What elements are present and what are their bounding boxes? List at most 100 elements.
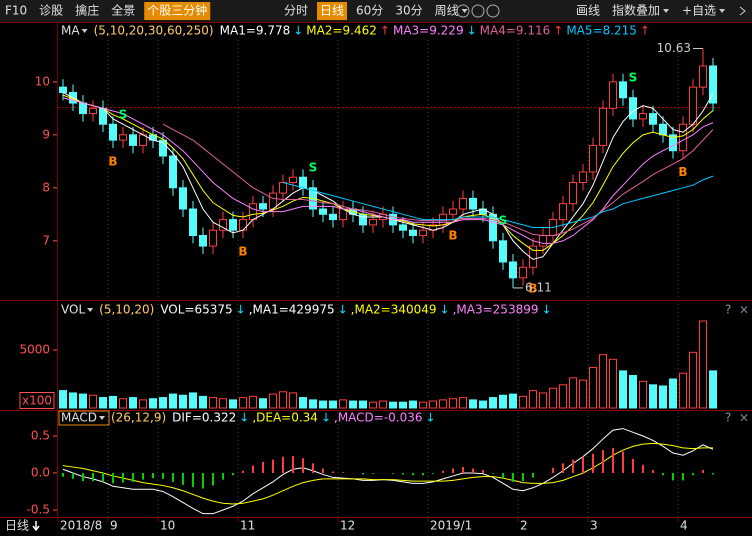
x-tick-label: 3: [590, 519, 598, 533]
toolbar-item[interactable]: 擒庄: [75, 3, 99, 18]
legend-arrow: ↓: [236, 303, 246, 317]
volume-bar: [659, 385, 667, 409]
signal-label: S: [499, 213, 508, 227]
ma-line: [282, 175, 714, 229]
toolbar-item[interactable]: 日线: [320, 4, 344, 18]
volume-bar: [589, 366, 597, 409]
candle-body: [629, 97, 637, 120]
volume-bar: [709, 370, 717, 409]
x-tick-label: 9: [110, 519, 118, 533]
volume-bar: [209, 397, 217, 409]
toolbar-item[interactable]: 分时: [284, 4, 308, 18]
volume-bar: [619, 370, 627, 409]
candle-body: [179, 187, 187, 210]
volume-bar: [239, 397, 247, 409]
volume-bar: [289, 392, 297, 409]
volume-bar: [379, 400, 387, 409]
high-annotation: 10.63: [657, 41, 691, 55]
volume-bar: [519, 395, 527, 409]
volume-bar: [449, 398, 457, 409]
volume-bar: [309, 399, 317, 409]
candle-body: [89, 107, 97, 115]
candle-body: [249, 203, 257, 221]
volume-bar: [219, 398, 227, 409]
signal-label: S: [309, 160, 318, 174]
volume-bar: [409, 400, 417, 409]
help-icon[interactable]: ?: [725, 303, 731, 317]
candle-body: [319, 208, 327, 215]
candle-body: [409, 229, 417, 236]
candle-body: [279, 182, 287, 194]
candle-body: [529, 245, 537, 268]
volume-bar: [119, 398, 127, 409]
nav-buttons[interactable]: [456, 4, 746, 18]
volume-bar: [629, 375, 637, 409]
dropdown-icon: [81, 29, 88, 33]
y-tick-label: -0.5: [27, 502, 50, 516]
unit-box: [19, 392, 55, 409]
down-icon: [32, 521, 40, 532]
close-icon[interactable]: ×: [739, 303, 749, 317]
active-tab: [144, 2, 211, 20]
y-tick-label: 0.5: [31, 428, 50, 442]
volume-bar: [79, 393, 87, 409]
dropdown-icon: [98, 416, 105, 420]
toolbar-item[interactable]: +自选: [682, 4, 716, 18]
ma-line: [62, 97, 714, 244]
legend-entry: DIF=0.322: [172, 411, 236, 425]
volume-bar: [549, 387, 557, 409]
candle-body: [469, 197, 477, 210]
volume-bar: [259, 398, 267, 409]
volume-bar: [499, 394, 507, 409]
y-tick-label: 8: [42, 180, 50, 194]
toolbar-item[interactable]: 周线: [435, 4, 459, 18]
candle-body: [699, 65, 707, 88]
toolbar-item[interactable]: 60分: [356, 4, 383, 18]
volume-bar: [59, 390, 67, 409]
toolbar-item[interactable]: 30分: [395, 4, 422, 18]
legend-entry: ,MA3=253899: [453, 303, 539, 317]
legend-arrow: ↓: [239, 411, 249, 425]
candle-body: [119, 134, 127, 141]
volume-bar: [139, 399, 147, 409]
toolbar-item[interactable]: 画线: [576, 4, 600, 18]
candle-body: [399, 224, 407, 231]
candle-body: [299, 176, 307, 189]
candle-body: [199, 234, 207, 247]
toolbar-item[interactable]: F10: [5, 4, 27, 18]
legend-entry: MA2=9.462: [306, 24, 377, 38]
dropdown-icon: [461, 9, 468, 13]
dropdown-icon: [663, 9, 670, 13]
signal-label: S: [119, 107, 128, 121]
period-label[interactable]: 日线: [5, 519, 29, 533]
toolbar-item[interactable]: 指数叠加: [612, 3, 660, 18]
legend-entry: ,MA1=429975: [249, 303, 335, 317]
candle-body: [109, 123, 117, 141]
indicator-name[interactable]: VOL: [61, 303, 85, 317]
candle-body: [79, 102, 87, 115]
toolbar-item[interactable]: 诊股: [39, 4, 63, 18]
indicator-box: [58, 410, 110, 426]
legend-entry: ,DEA=0.34: [252, 411, 318, 425]
candle-body: [709, 65, 717, 104]
volume-bar: [559, 384, 567, 409]
help-icon[interactable]: ?: [725, 411, 731, 425]
close-icon[interactable]: ×: [739, 411, 749, 425]
indicator-name[interactable]: MACD: [61, 411, 97, 425]
volume-bar: [529, 390, 537, 409]
volume-bar: [509, 393, 517, 409]
signal-label: B: [678, 165, 687, 179]
volume-bar: [109, 395, 117, 409]
dropdown-icon: [719, 9, 726, 13]
volume-bar: [169, 393, 177, 409]
toolbar-item[interactable]: 全景: [111, 3, 135, 18]
candle-body: [689, 86, 697, 125]
toolbar-item[interactable]: 个股三分钟: [147, 3, 207, 18]
candle-body: [209, 229, 217, 247]
candle-body: [539, 234, 547, 247]
legend-arrow: ↓: [293, 24, 303, 38]
indicator-name[interactable]: MA: [61, 24, 80, 38]
legend-entry: VOL=65375: [160, 303, 232, 317]
volume-bar: [579, 379, 587, 409]
volume-bar: [649, 384, 657, 409]
